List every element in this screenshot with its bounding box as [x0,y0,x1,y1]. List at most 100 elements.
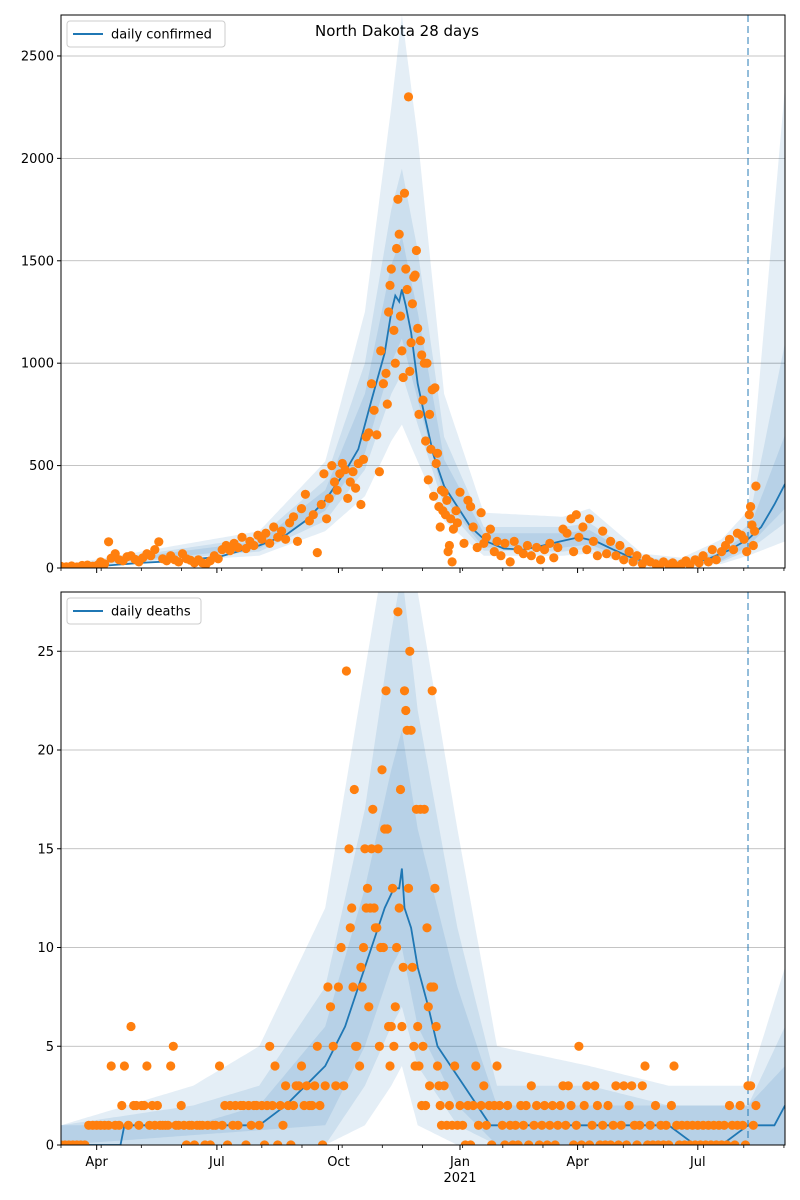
observed-point [542,1140,552,1145]
uncertainty-band [61,168,785,568]
observed-point [509,536,519,547]
observed-point [414,409,424,419]
observed-point [549,553,559,563]
observed-point [432,1061,443,1071]
observed-point [451,506,461,516]
observed-point [100,559,110,568]
observed-point [265,538,275,549]
observed-point [439,1081,449,1091]
observed-point [503,1100,513,1111]
observed-point [417,350,427,360]
observed-point [582,545,592,555]
observed-point [310,1081,320,1091]
observed-point [616,1120,626,1130]
observed-point [407,962,417,972]
observed-point [466,1140,476,1145]
observed-point [249,540,259,551]
observed-point [366,844,377,854]
uncertainty-band [61,730,785,1145]
observed-point [358,942,369,953]
observed-point [325,1002,336,1012]
observed-point [698,551,708,561]
observed-point [277,526,287,536]
observed-point [345,923,355,933]
observed-point [356,499,366,510]
observed-point [481,1120,491,1130]
observed-point [471,1061,481,1071]
observed-point [402,284,412,295]
observed-point [703,557,714,567]
observed-point [518,549,529,559]
observed-point [485,524,495,534]
axes-frame [60,591,786,1146]
observed-point [401,705,411,716]
observed-point [246,1120,256,1130]
legend-box [66,597,202,625]
observed-point [315,1100,325,1111]
observed-point [497,1120,507,1130]
observed-point [576,1140,587,1145]
observed-point [300,489,310,499]
observed-point [398,372,408,383]
observed-point [632,1140,642,1145]
observed-point [489,547,499,557]
observed-point [500,538,510,549]
observed-point [621,1140,632,1145]
observed-point [746,1081,756,1091]
observed-point [476,1100,486,1111]
observed-point [606,536,616,547]
observed-point [455,487,465,497]
y-tick-label: 10 [37,941,54,956]
observed-point [217,1120,227,1130]
y-tick-label: 5 [46,1040,54,1055]
observed-point [286,1140,296,1145]
observed-point [495,1100,505,1111]
observed-point [378,942,388,953]
observed-point [392,243,402,254]
observed-point [569,547,579,557]
observed-point [550,1140,560,1145]
observed-point [267,1100,277,1111]
observed-point [407,299,417,309]
observed-point [394,903,404,913]
observed-point [711,555,721,565]
observed-point [619,555,629,565]
observed-point [722,1140,732,1145]
observed-point [419,804,429,814]
observed-point [139,1100,149,1111]
observed-point [347,903,357,913]
x-tick-label: Apr [85,1155,108,1170]
observed-point [399,686,410,696]
observed-point [241,1140,251,1145]
observed-point [126,1021,136,1032]
observed-point [452,518,462,528]
observed-point [403,92,414,102]
observed-point [613,1140,624,1145]
observed-point [386,264,396,274]
observed-point [384,307,394,317]
observed-point [233,542,243,553]
observed-point [529,1120,539,1130]
observed-point [574,1041,584,1051]
observed-point [348,982,358,992]
observed-point [669,1061,679,1071]
observed-point [748,540,758,551]
observed-point [578,522,588,532]
observed-point [104,537,114,547]
observed-point [328,1041,338,1051]
observed-point [730,1140,740,1145]
observed-point [394,229,404,239]
confirmed-panel: 0 500 1000 1500 2000 2500 daily confirmed [21,14,786,577]
observed-point [119,1061,129,1071]
plot-area [61,15,785,568]
observed-point [319,469,329,479]
observed-point [355,1061,365,1071]
observed-point [316,499,326,510]
observed-point [746,502,756,512]
observed-point [661,1120,671,1130]
observed-point [296,504,307,514]
observed-point [481,532,491,542]
observed-point [281,534,291,544]
observed-point [294,1081,304,1091]
observed-point [381,368,391,378]
